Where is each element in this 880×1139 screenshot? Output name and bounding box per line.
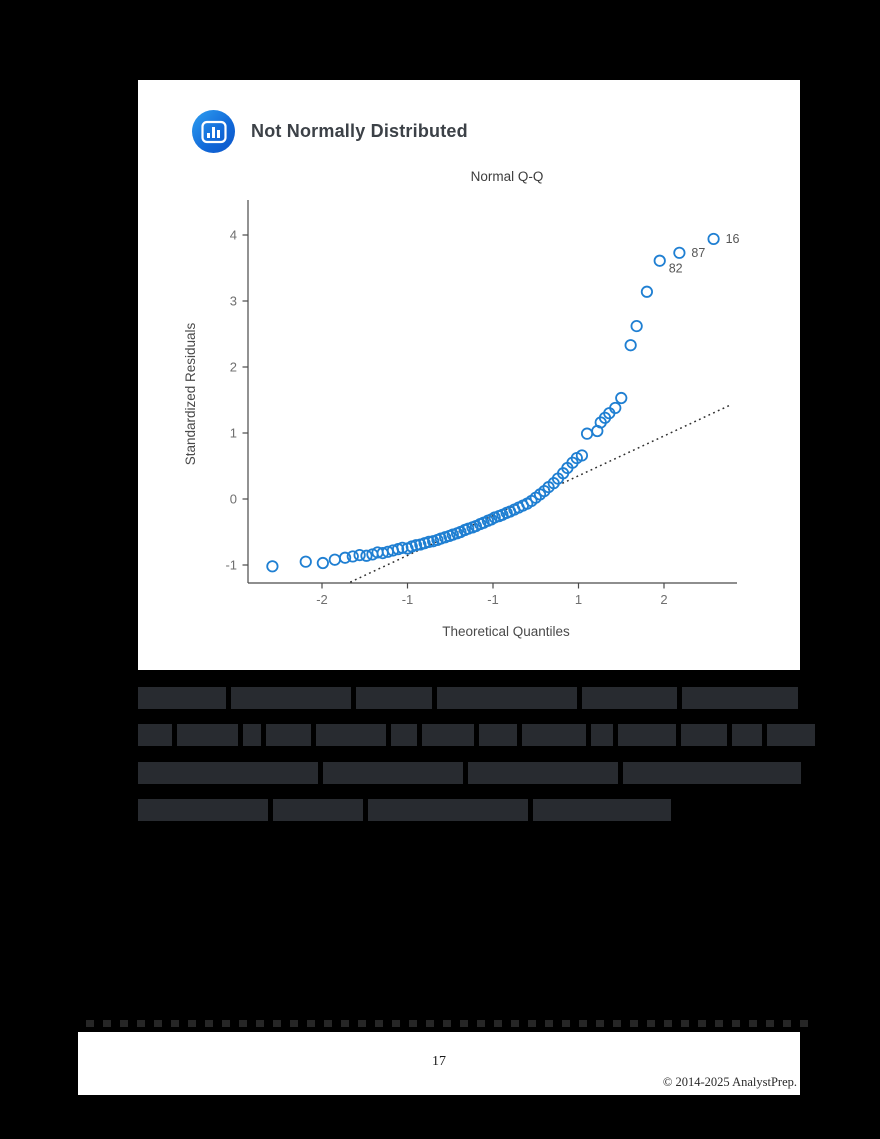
redacted-word [422, 724, 474, 746]
redacted-word [681, 724, 727, 746]
redacted-word [479, 724, 517, 746]
y-tick-label: 4 [230, 228, 237, 243]
data-point [266, 560, 279, 573]
data-point [328, 553, 341, 566]
redacted-word [138, 762, 318, 784]
data-point [615, 391, 628, 405]
redacted-word [682, 687, 798, 709]
redacted-word [266, 724, 311, 746]
redacted-line [138, 724, 820, 746]
copyright: © 2014-2025 AnalystPrep. [662, 1075, 797, 1089]
redacted-word [618, 724, 676, 746]
redacted-word [468, 762, 618, 784]
redacted-word [273, 799, 363, 821]
y-tick-label: 1 [230, 426, 237, 441]
redacted-word [138, 687, 226, 709]
redacted-line [138, 799, 676, 821]
page-footer: 17 © 2014-2025 AnalystPrep. [78, 1032, 800, 1095]
x-tick-label: -1 [487, 592, 499, 607]
x-axis-label: Theoretical Quantiles [442, 624, 570, 639]
redacted-word [732, 724, 762, 746]
data-point [409, 539, 423, 552]
chart-card: Not Normally Distributed Normal Q-Q -2 -1… [138, 80, 800, 670]
data-point [640, 285, 653, 298]
redacted-word [243, 724, 261, 746]
data-point [624, 339, 637, 352]
redacted-word [391, 724, 417, 746]
redacted-word [368, 799, 528, 821]
data-point [575, 449, 589, 462]
data-point [299, 555, 312, 568]
redacted-word [138, 799, 268, 821]
redacted-word [582, 687, 677, 709]
data-point-outlier [707, 232, 720, 246]
x-tick-label: -1 [402, 592, 414, 607]
redacted-word [356, 687, 432, 709]
data-point [580, 427, 594, 440]
x-tick-label: -2 [316, 592, 328, 607]
y-tick-label: 3 [230, 294, 237, 309]
qq-plot: Normal Q-Q -2 -1 -1 1 2 -1 0 1 2 3 4 82 87 16 Theore… [183, 169, 740, 639]
card-title: Not Normally Distributed [251, 121, 468, 141]
redacted-word [533, 799, 671, 821]
y-tick-label: 0 [230, 492, 237, 507]
bar-chart-icon [192, 110, 235, 153]
data-point [353, 548, 366, 562]
page-number: 17 [432, 1054, 446, 1069]
outlier-label: 87 [691, 246, 705, 260]
data-point [316, 556, 329, 570]
redacted-word [767, 724, 815, 746]
redacted-word [437, 687, 577, 709]
y-tick-label: -1 [225, 558, 237, 573]
redacted-word [522, 724, 586, 746]
x-tick-label: 2 [660, 592, 667, 607]
redacted-word [323, 762, 463, 784]
data-point [360, 549, 373, 562]
data-point [422, 535, 435, 548]
redacted-word [316, 724, 386, 746]
redacted-word [591, 724, 613, 746]
data-point [609, 401, 622, 415]
redacted-word [623, 762, 801, 784]
chart-title: Normal Q-Q [471, 169, 544, 184]
data-point-outlier [673, 246, 686, 259]
redacted-line [138, 687, 803, 709]
outlier-label: 16 [726, 232, 740, 246]
outlier-label: 82 [669, 262, 683, 276]
y-tick-label: 2 [230, 360, 237, 375]
redacted-word [177, 724, 238, 746]
data-points: 82 87 16 [266, 232, 740, 583]
data-point [630, 319, 643, 333]
card-header: Not Normally Distributed [192, 110, 468, 153]
dotted-separator [86, 1020, 814, 1027]
y-axis-label: Standardized Residuals [183, 322, 198, 465]
axes: -2 -1 -1 1 2 -1 0 1 2 3 4 [225, 200, 737, 607]
data-point [346, 550, 359, 563]
redacted-word [138, 724, 172, 746]
data-point [338, 551, 352, 564]
data-point-outlier [653, 254, 666, 267]
redacted-line [138, 762, 806, 784]
x-tick-label: 1 [575, 592, 582, 607]
redacted-word [231, 687, 351, 709]
